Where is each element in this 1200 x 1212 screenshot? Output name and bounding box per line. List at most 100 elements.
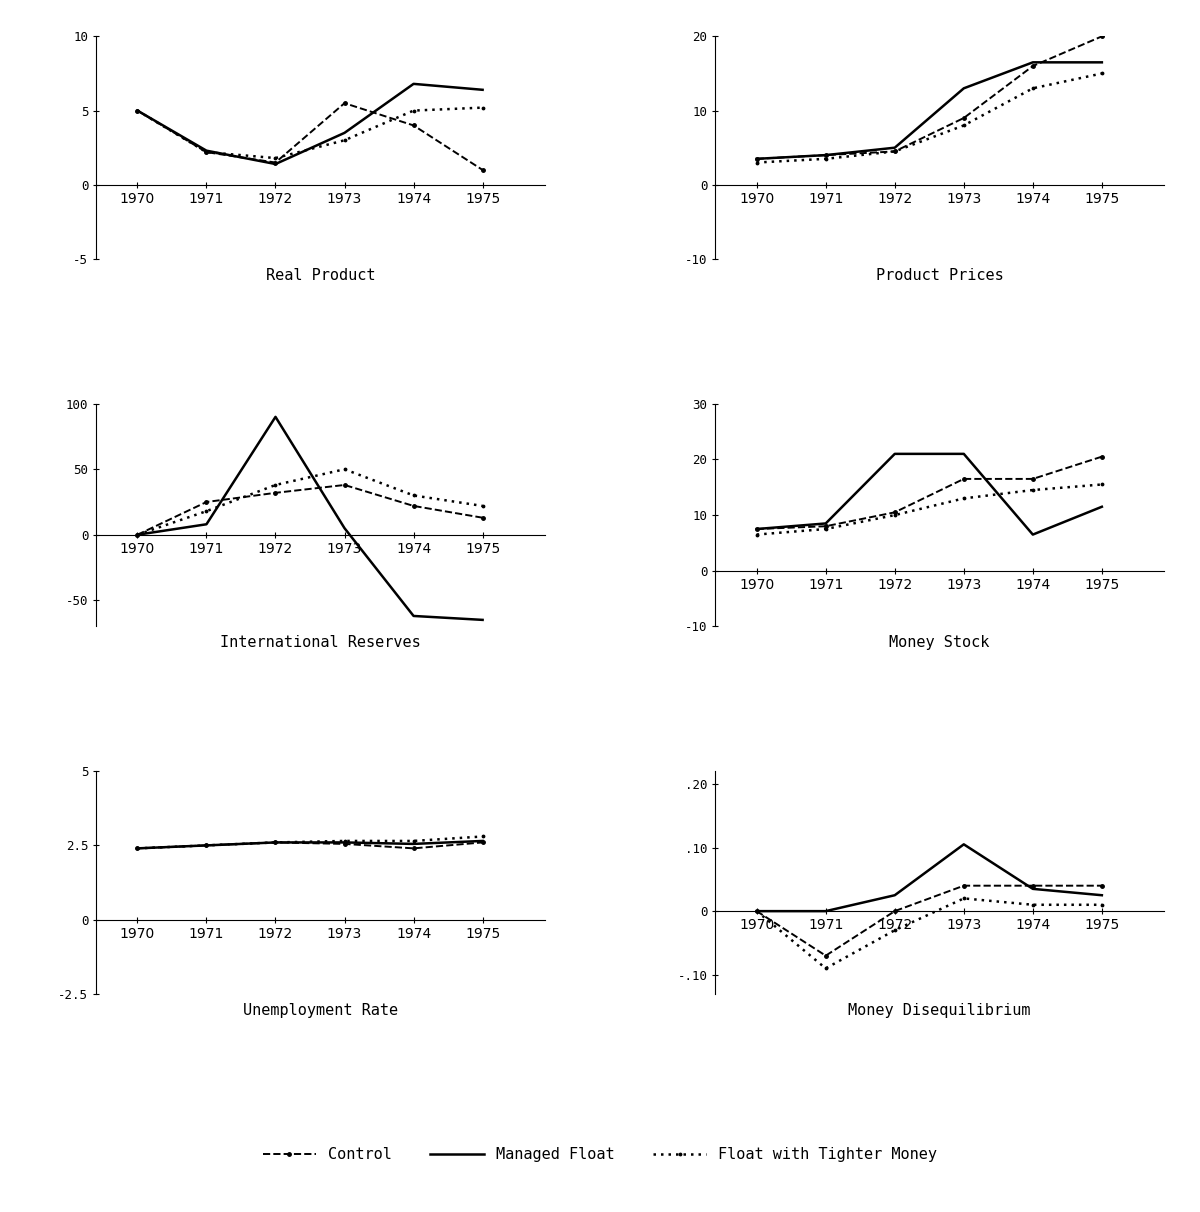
Line: Control: Control: [134, 99, 486, 173]
Managed Float: [750, 904, 764, 919]
Managed Float: [199, 839, 214, 853]
Text: Product Prices: Product Prices: [876, 268, 1003, 282]
Control: [407, 498, 421, 513]
Managed Float: [818, 516, 833, 531]
Float with Tighter Money: [131, 527, 145, 542]
Managed Float: [199, 518, 214, 532]
Line: Float with Tighter Money: Float with Tighter Money: [755, 896, 1104, 971]
Managed Float: [475, 834, 490, 848]
Control: [269, 486, 283, 501]
Control: [818, 519, 833, 533]
Control: [956, 110, 971, 125]
Text: International Reserves: International Reserves: [220, 635, 421, 651]
Float with Tighter Money: [337, 834, 352, 848]
Managed Float: [1026, 55, 1040, 69]
Float with Tighter Money: [818, 961, 833, 976]
Managed Float: [407, 76, 421, 91]
Managed Float: [269, 156, 283, 171]
Managed Float: [750, 521, 764, 536]
Managed Float: [1094, 499, 1109, 514]
Control: [1094, 29, 1109, 44]
Line: Managed Float: Managed Float: [138, 841, 482, 848]
Managed Float: [337, 126, 352, 141]
Line: Managed Float: Managed Float: [757, 845, 1102, 911]
Line: Float with Tighter Money: Float with Tighter Money: [134, 834, 485, 851]
Float with Tighter Money: [956, 118, 971, 132]
Line: Float with Tighter Money: Float with Tighter Money: [134, 467, 485, 537]
Control: [888, 904, 902, 919]
Control: [475, 510, 490, 525]
Managed Float: [956, 81, 971, 96]
Line: Control: Control: [754, 453, 1105, 532]
Control: [407, 841, 421, 856]
Float with Tighter Money: [888, 508, 902, 522]
Control: [1094, 450, 1109, 464]
Float with Tighter Money: [337, 133, 352, 148]
Line: Managed Float: Managed Float: [757, 453, 1102, 534]
Float with Tighter Money: [199, 839, 214, 853]
Control: [199, 494, 214, 509]
Managed Float: [337, 521, 352, 536]
Line: Control: Control: [754, 33, 1105, 162]
Managed Float: [818, 148, 833, 162]
Managed Float: [888, 141, 902, 155]
Control: [1026, 58, 1040, 73]
Float with Tighter Money: [888, 144, 902, 159]
Control: [888, 505, 902, 520]
Control: [1026, 471, 1040, 486]
Managed Float: [475, 612, 490, 627]
Float with Tighter Money: [1026, 482, 1040, 497]
Line: Float with Tighter Money: Float with Tighter Money: [134, 105, 485, 160]
Float with Tighter Money: [337, 462, 352, 476]
Float with Tighter Money: [199, 504, 214, 519]
Control: [337, 96, 352, 110]
Float with Tighter Money: [750, 904, 764, 919]
Managed Float: [956, 446, 971, 461]
Float with Tighter Money: [1026, 81, 1040, 96]
Control: [1026, 879, 1040, 893]
Control: [131, 527, 145, 542]
Managed Float: [1094, 888, 1109, 903]
Line: Control: Control: [754, 882, 1105, 959]
Float with Tighter Money: [956, 491, 971, 505]
Managed Float: [407, 608, 421, 623]
Line: Float with Tighter Money: Float with Tighter Money: [755, 72, 1104, 165]
Text: Money Stock: Money Stock: [889, 635, 990, 651]
Managed Float: [818, 904, 833, 919]
Control: [1094, 879, 1109, 893]
Float with Tighter Money: [1026, 898, 1040, 913]
Managed Float: [269, 835, 283, 850]
Managed Float: [1026, 527, 1040, 542]
Managed Float: [131, 103, 145, 118]
Managed Float: [131, 527, 145, 542]
Line: Control: Control: [134, 839, 486, 852]
Line: Managed Float: Managed Float: [138, 84, 482, 164]
Managed Float: [750, 152, 764, 166]
Text: Real Product: Real Product: [265, 268, 376, 282]
Float with Tighter Money: [475, 829, 490, 844]
Float with Tighter Money: [269, 150, 283, 165]
Control: [750, 152, 764, 166]
Control: [475, 835, 490, 850]
Float with Tighter Money: [199, 145, 214, 160]
Float with Tighter Money: [750, 527, 764, 542]
Managed Float: [956, 837, 971, 852]
Line: Float with Tighter Money: Float with Tighter Money: [755, 482, 1104, 537]
Managed Float: [1094, 55, 1109, 69]
Managed Float: [888, 888, 902, 903]
Control: [337, 478, 352, 492]
Control: [956, 879, 971, 893]
Control: [888, 144, 902, 159]
Line: Managed Float: Managed Float: [138, 417, 482, 619]
Text: Money Disequilibrium: Money Disequilibrium: [848, 1002, 1031, 1018]
Control: [131, 841, 145, 856]
Control: [956, 471, 971, 486]
Control: [131, 103, 145, 118]
Float with Tighter Money: [269, 478, 283, 492]
Control: [269, 835, 283, 850]
Float with Tighter Money: [407, 488, 421, 503]
Managed Float: [269, 410, 283, 424]
Control: [269, 155, 283, 170]
Managed Float: [337, 835, 352, 850]
Managed Float: [407, 836, 421, 851]
